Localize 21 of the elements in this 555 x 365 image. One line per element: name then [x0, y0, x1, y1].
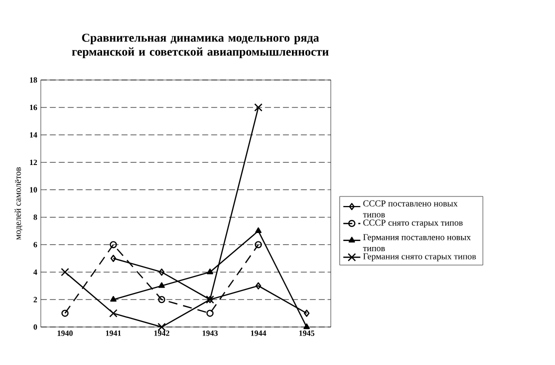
- legend-label: СССР поставлено новых типов: [363, 200, 458, 218]
- point: [158, 282, 165, 288]
- point: [206, 310, 214, 317]
- point: [254, 103, 262, 112]
- point: [255, 282, 262, 290]
- point: [303, 323, 310, 330]
- legend-label: Германия поставлено новых типов: [363, 234, 471, 252]
- point: [158, 296, 166, 304]
- point: [254, 241, 262, 248]
- point: [109, 309, 118, 318]
- chart-title: Сравнительная динамика модельного ряда германской и советской авиапромышленности: [72, 34, 329, 58]
- point: [206, 268, 214, 274]
- point: [158, 268, 165, 276]
- point: [255, 227, 262, 234]
- point: [61, 310, 69, 317]
- y-axis-title: моделей самолётов: [14, 167, 23, 240]
- point: [60, 268, 70, 276]
- legend-label: СССР снято старых типов: [363, 220, 463, 228]
- point: [110, 296, 117, 302]
- point: [110, 241, 117, 248]
- legend-label: Германия снято старых типов: [363, 253, 476, 262]
